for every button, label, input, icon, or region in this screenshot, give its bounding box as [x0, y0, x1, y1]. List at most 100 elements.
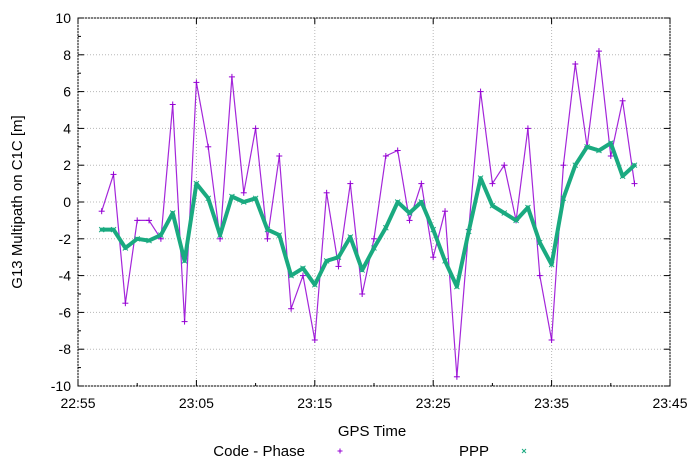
ppp-point [596, 147, 602, 154]
ppp-point [631, 162, 638, 169]
ppp-point [311, 281, 318, 288]
code-phase-point [418, 180, 425, 187]
ppp-point [525, 204, 531, 211]
ppp-point [181, 258, 188, 264]
y-tick-label: -8 [59, 341, 72, 357]
ppp-point [134, 235, 141, 242]
ppp-point [619, 173, 626, 180]
code-phase-point [288, 305, 295, 312]
code-phase-point [595, 48, 602, 55]
ppp-point [335, 254, 342, 261]
ppp-point [548, 261, 555, 268]
code-phase-point [98, 208, 105, 215]
code-phase-point [169, 101, 176, 108]
ppp-point [394, 199, 401, 205]
code-phase-point [134, 217, 141, 224]
code-phase-point [489, 180, 496, 187]
code-phase-point [193, 79, 200, 86]
ppp-point [240, 199, 247, 205]
ppp-point [110, 226, 117, 233]
ppp-point [572, 162, 579, 169]
legend-label-ppp: PPP [459, 443, 489, 460]
code-phase-point [394, 147, 401, 154]
code-phase-point [240, 189, 247, 196]
code-phase-point [205, 143, 212, 150]
ppp-point [169, 210, 176, 216]
ppp-point [146, 237, 152, 244]
code-phase-point [453, 373, 460, 380]
ppp-point [406, 210, 413, 216]
code-phase-point [371, 235, 377, 242]
legend-cross-marker [521, 448, 527, 454]
legend-marker-ppp [521, 448, 527, 454]
code-phase-point [406, 217, 413, 224]
ppp-point [430, 226, 437, 233]
ppp-point [477, 175, 484, 181]
ppp-point [442, 258, 448, 264]
series-layer [98, 48, 638, 380]
y-axis-title: G13 Multipath on C1C [m] [9, 115, 26, 288]
ppp-point [454, 283, 460, 290]
x-tick-label: 23:05 [179, 395, 214, 411]
y-tick-label: 6 [63, 84, 71, 100]
y-tick-label: -6 [59, 304, 72, 320]
ppp-point [347, 234, 354, 240]
ppp-point [513, 217, 519, 224]
code-phase-point [299, 272, 306, 279]
code-phase-point [536, 272, 543, 279]
plot-area [77, 17, 671, 387]
code-phase-point [252, 125, 259, 132]
x-tick-label: 23:35 [534, 395, 569, 411]
x-tick-label: 23:25 [416, 395, 451, 411]
code-phase-trace [101, 50, 636, 378]
code-phase-point [228, 73, 235, 80]
y-tick-label: -10 [51, 378, 71, 394]
series-ppp [98, 140, 638, 290]
x-tick-label: 23:15 [297, 395, 332, 411]
ppp-point [501, 210, 508, 216]
y-tick-label: 4 [63, 120, 71, 136]
code-phase-point [323, 189, 330, 196]
ppp-point [323, 258, 330, 264]
series-code-phase [98, 48, 638, 380]
ppp-point [122, 245, 129, 251]
code-phase-point [276, 153, 283, 159]
code-phase-point [110, 171, 117, 178]
code-phase-point [146, 217, 153, 224]
ppp-point [158, 232, 164, 238]
ppp-point [371, 245, 377, 251]
code-phase-point [382, 153, 389, 159]
legend-marker-code-phase [337, 448, 343, 454]
ppp-point [536, 239, 543, 246]
ppp-trace [99, 141, 637, 289]
ppp-point [229, 193, 235, 200]
ppp-point [382, 224, 389, 231]
legend: Code - Phase PPP [213, 443, 527, 460]
x-tick-label: 23:45 [652, 395, 687, 411]
ppp-point [205, 195, 212, 202]
x-tick-label: 22:55 [60, 395, 95, 411]
ppp-point [276, 232, 283, 238]
y-tick-label: -2 [59, 231, 72, 247]
code-phase-point [631, 180, 638, 187]
code-phase-point [347, 180, 354, 187]
code-phase-point [122, 300, 129, 307]
ppp-point [359, 267, 366, 273]
code-phase-point [607, 153, 614, 159]
x-axis-title: GPS Time [338, 423, 406, 440]
ppp-point [418, 199, 425, 205]
code-phase-point [442, 208, 449, 215]
code-phase-point [430, 254, 437, 261]
ppp-point [560, 195, 567, 202]
ppp-point [288, 272, 294, 279]
ppp-point [217, 232, 223, 238]
axes: -10 -8 -6 -4 -2 0 2 4 6 8 10 22:55 23:05 23:15 23:25 23… [51, 10, 688, 411]
code-phase-point [311, 337, 318, 343]
ppp-point [252, 195, 259, 202]
code-phase-point [619, 97, 626, 104]
code-phase-point [560, 162, 567, 169]
code-phase-point [181, 318, 188, 325]
code-phase-point [335, 263, 342, 270]
